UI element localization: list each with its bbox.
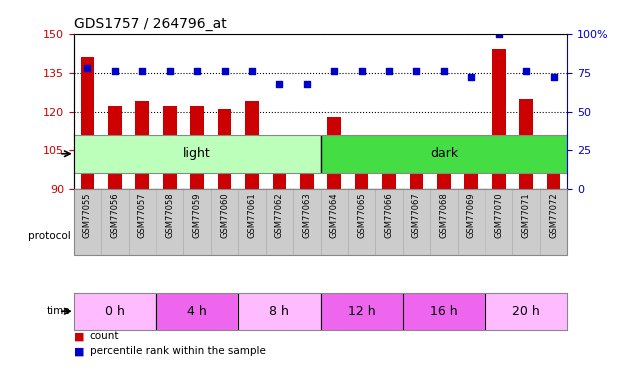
- Bar: [102, 189, 128, 255]
- Point: [356, 68, 367, 74]
- Text: GSM77057: GSM77057: [138, 193, 147, 238]
- Text: GSM77070: GSM77070: [494, 193, 503, 238]
- Point: [329, 68, 339, 74]
- Bar: [547, 138, 560, 189]
- Point: [521, 68, 531, 74]
- Bar: [328, 117, 341, 189]
- Text: 0 h: 0 h: [105, 305, 125, 318]
- Bar: [431, 189, 457, 255]
- Text: GSM77060: GSM77060: [220, 193, 229, 238]
- Bar: [129, 189, 155, 255]
- Point: [219, 68, 229, 74]
- Bar: [266, 189, 292, 255]
- Bar: [135, 101, 149, 189]
- Text: GSM77072: GSM77072: [549, 193, 558, 238]
- Text: ■: ■: [74, 332, 84, 341]
- Point: [82, 65, 92, 71]
- Text: 16 h: 16 h: [430, 305, 458, 318]
- Bar: [320, 135, 567, 172]
- Bar: [403, 189, 429, 255]
- Bar: [212, 189, 238, 255]
- Text: GSM77068: GSM77068: [439, 193, 449, 238]
- Bar: [485, 292, 567, 330]
- Point: [137, 68, 147, 74]
- Bar: [272, 171, 287, 189]
- Point: [549, 74, 559, 80]
- Bar: [492, 50, 506, 189]
- Text: GSM77062: GSM77062: [275, 193, 284, 238]
- Bar: [320, 292, 403, 330]
- Point: [110, 68, 120, 74]
- Point: [192, 68, 203, 74]
- Text: GSM77069: GSM77069: [467, 193, 476, 238]
- Text: ■: ■: [74, 346, 84, 356]
- Bar: [403, 292, 485, 330]
- Bar: [74, 292, 156, 330]
- Bar: [437, 143, 451, 189]
- Bar: [349, 189, 375, 255]
- Point: [302, 81, 312, 87]
- Point: [274, 81, 285, 87]
- Text: percentile rank within the sample: percentile rank within the sample: [90, 346, 265, 356]
- Text: GSM77067: GSM77067: [412, 193, 421, 238]
- Bar: [465, 143, 478, 189]
- Text: GSM77059: GSM77059: [192, 193, 202, 238]
- Point: [247, 68, 257, 74]
- Bar: [354, 138, 369, 189]
- Text: 4 h: 4 h: [187, 305, 207, 318]
- Text: GDS1757 / 264796_at: GDS1757 / 264796_at: [74, 17, 226, 32]
- Bar: [239, 189, 265, 255]
- Bar: [81, 57, 94, 189]
- Bar: [410, 135, 423, 189]
- Point: [494, 31, 504, 37]
- Bar: [513, 189, 539, 255]
- Bar: [163, 106, 176, 189]
- Text: GSM77066: GSM77066: [385, 193, 394, 238]
- Bar: [245, 101, 259, 189]
- Text: GSM77065: GSM77065: [357, 193, 366, 238]
- Text: 20 h: 20 h: [512, 305, 540, 318]
- Bar: [184, 189, 210, 255]
- Text: GSM77056: GSM77056: [110, 193, 119, 238]
- Point: [165, 68, 175, 74]
- Point: [438, 68, 449, 74]
- Text: GSM77058: GSM77058: [165, 193, 174, 238]
- Bar: [382, 148, 396, 189]
- Point: [384, 68, 394, 74]
- Text: protocol: protocol: [28, 231, 71, 241]
- Text: 12 h: 12 h: [348, 305, 376, 318]
- Bar: [238, 292, 320, 330]
- Text: count: count: [90, 332, 119, 341]
- Text: 8 h: 8 h: [269, 305, 289, 318]
- Bar: [218, 109, 231, 189]
- Bar: [300, 171, 313, 189]
- Text: dark: dark: [430, 147, 458, 160]
- Text: GSM77055: GSM77055: [83, 193, 92, 238]
- Bar: [321, 189, 347, 255]
- Text: GSM77061: GSM77061: [247, 193, 256, 238]
- Bar: [156, 189, 183, 255]
- Text: light: light: [183, 147, 211, 160]
- Bar: [74, 189, 101, 255]
- Point: [466, 74, 476, 80]
- Bar: [156, 292, 238, 330]
- Bar: [108, 106, 122, 189]
- Bar: [540, 189, 567, 255]
- Text: GSM77071: GSM77071: [522, 193, 531, 238]
- Text: GSM77063: GSM77063: [303, 193, 312, 238]
- Bar: [458, 189, 485, 255]
- Point: [412, 68, 422, 74]
- Bar: [376, 189, 402, 255]
- Bar: [486, 189, 512, 255]
- Bar: [519, 99, 533, 189]
- Text: GSM77064: GSM77064: [329, 193, 338, 238]
- Text: time: time: [47, 306, 71, 316]
- Bar: [190, 106, 204, 189]
- Bar: [294, 189, 320, 255]
- Bar: [74, 135, 320, 172]
